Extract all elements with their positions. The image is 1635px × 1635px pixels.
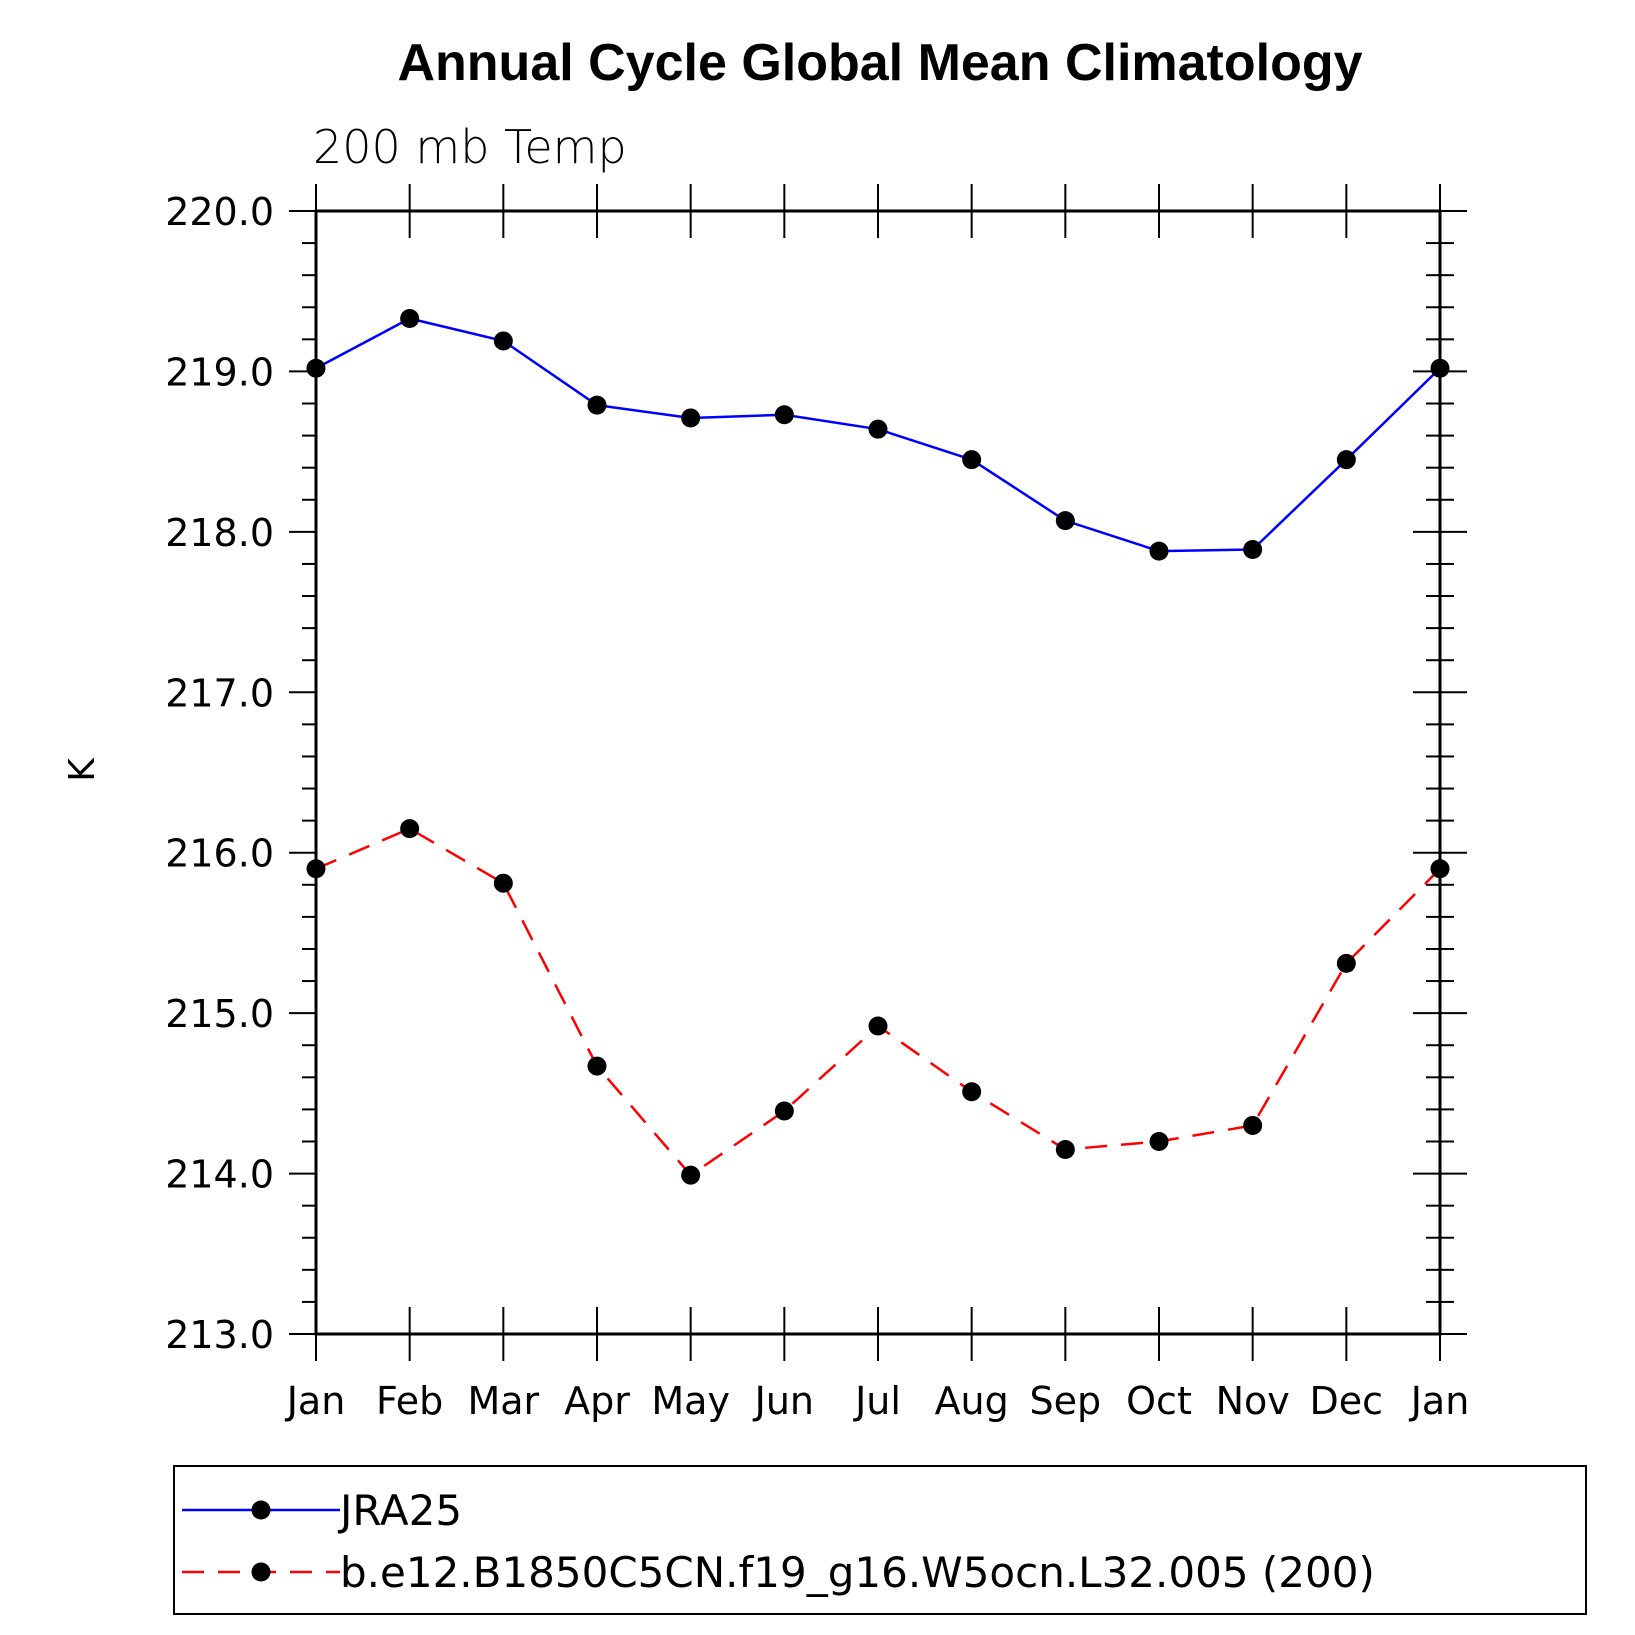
- data-point: [1430, 358, 1450, 378]
- x-tick-label: Oct: [1126, 1379, 1192, 1423]
- data-point: [681, 1165, 701, 1185]
- data-point: [493, 331, 513, 351]
- data-point: [1055, 511, 1075, 531]
- x-tick-label: Feb: [376, 1379, 443, 1423]
- x-tick-label: Apr: [564, 1379, 630, 1423]
- data-point: [400, 308, 420, 328]
- data-point: [493, 873, 513, 893]
- data-point: [868, 419, 888, 439]
- data-point: [1149, 541, 1169, 561]
- data-point: [868, 1016, 888, 1036]
- data-point: [587, 1056, 607, 1076]
- plot-border: [314, 209, 1442, 1336]
- data-point: [962, 1082, 982, 1102]
- chart-title: Annual Cycle Global Mean Climatology: [397, 34, 1362, 92]
- x-tick-label: Jun: [753, 1379, 814, 1423]
- data-point: [400, 819, 420, 839]
- data-point: [587, 395, 607, 415]
- data-point: [1149, 1131, 1169, 1151]
- y-axis-label: K: [62, 757, 103, 782]
- x-tick-label: Jul: [853, 1379, 901, 1423]
- data-point: [1336, 953, 1356, 973]
- x-tick-label: Mar: [467, 1379, 539, 1423]
- legend-label: JRA25: [337, 1486, 462, 1535]
- data-point: [774, 1101, 794, 1121]
- data-point: [681, 408, 701, 428]
- data-point: [1243, 1115, 1263, 1135]
- data-point: [1055, 1140, 1075, 1160]
- x-tick-label: Sep: [1030, 1379, 1102, 1423]
- y-tick-label: 214.0: [165, 1153, 274, 1197]
- x-tick-label: Jan: [285, 1379, 346, 1423]
- series-1: [306, 819, 1450, 1185]
- legend-marker: [251, 1562, 271, 1582]
- y-tick-label: 213.0: [165, 1313, 274, 1357]
- x-tick-label: Jan: [1409, 1379, 1470, 1423]
- x-tick-label: Aug: [935, 1379, 1009, 1423]
- series-layer: [306, 308, 1450, 1185]
- y-tick-label: 217.0: [165, 671, 274, 715]
- y-tick-label: 220.0: [165, 190, 274, 234]
- series-line: [315, 827, 1441, 1177]
- series-0: [306, 308, 1450, 561]
- legend: JRA25 b.e12.B1850C5CN.f19_g16.W5ocn.L32.0…: [173, 1465, 1587, 1615]
- data-point: [1430, 859, 1450, 879]
- data-point: [1243, 540, 1263, 560]
- y-tick-label: 218.0: [165, 511, 274, 555]
- data-point: [774, 405, 794, 425]
- data-point: [306, 859, 326, 879]
- x-axis: Jan Feb Mar Apr May Jun Jul Aug Sep Oct Nov Dec Jan: [285, 184, 1470, 1423]
- plot-frame: [314, 209, 1442, 1336]
- x-tick-label: Nov: [1216, 1379, 1290, 1423]
- data-point: [962, 450, 982, 470]
- legend-box: [173, 1465, 1587, 1615]
- y-tick-label: 215.0: [165, 992, 274, 1036]
- chart-subtitle: 200 mb Temp: [313, 120, 627, 174]
- legend-marker: [251, 1500, 271, 1520]
- y-tick-label: 219.0: [165, 350, 274, 394]
- x-tick-label: Dec: [1310, 1379, 1384, 1423]
- data-point: [1336, 450, 1356, 470]
- y-tick-label: 216.0: [165, 832, 274, 876]
- legend-label: b.e12.B1850C5CN.f19_g16.W5ocn.L32.005 (2…: [340, 1548, 1375, 1597]
- x-tick-label: May: [651, 1379, 730, 1423]
- data-point: [306, 358, 326, 378]
- y-axis: 213.0 214.0 215.0 216.0 217.0 218.0 219.0 220.0: [165, 190, 1467, 1357]
